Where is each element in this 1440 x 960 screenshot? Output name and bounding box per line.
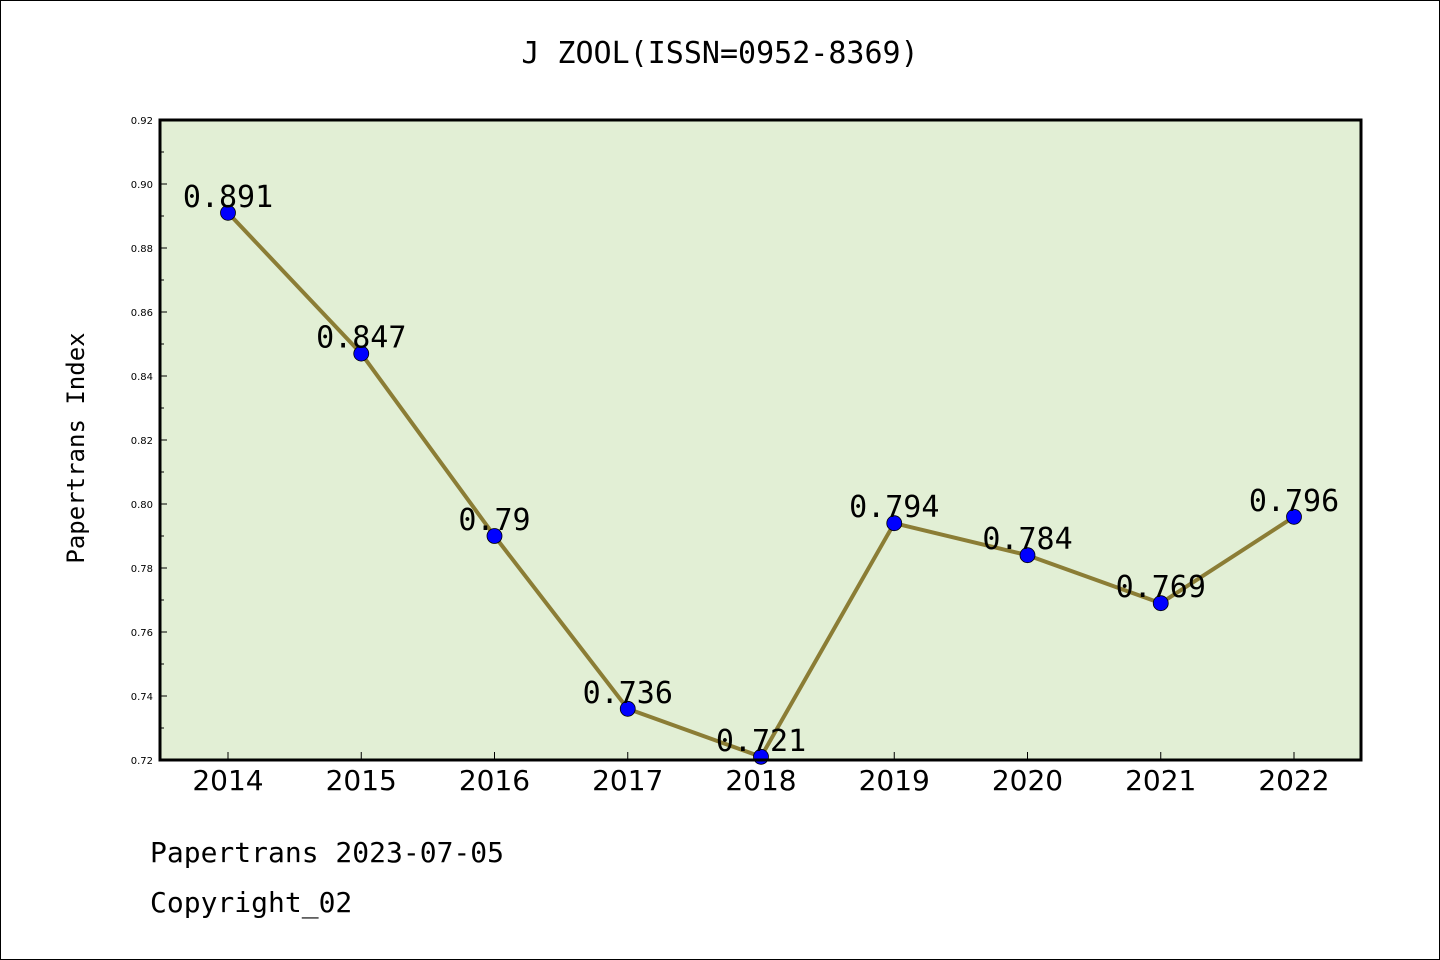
data-point: [220, 204, 236, 221]
x-tick-label: 2020: [992, 764, 1063, 797]
footer-date: Papertrans 2023-07-05: [150, 836, 505, 869]
data-point: [353, 345, 370, 362]
data-label: 0.796: [1249, 484, 1339, 519]
data-label: 0.769: [1116, 570, 1206, 605]
chart-title: J ZOOL(ISSN=0952-8369): [521, 36, 919, 71]
x-tick-label: 2016: [459, 764, 530, 797]
x-tick-label: 2014: [192, 764, 263, 797]
data-point: [1286, 508, 1302, 525]
data-label: 0.847: [316, 321, 406, 356]
data-point: [886, 515, 903, 532]
y-tick-label: 0.72: [131, 756, 153, 767]
x-tick-label: 2018: [725, 764, 796, 797]
y-tick-label: 0.92: [131, 116, 153, 127]
x-tick-label: 2015: [326, 764, 397, 797]
data-point: [486, 528, 503, 544]
data-point: [1019, 547, 1036, 564]
y-tick-label: 0.80: [131, 500, 153, 511]
x-tick-label: 2022: [1258, 764, 1329, 797]
x-tick-label: 2021: [1125, 764, 1196, 797]
x-tick-label: 2019: [859, 764, 930, 797]
data-point: [619, 700, 636, 717]
data-label: 0.79: [458, 503, 530, 538]
data-point: [1152, 595, 1169, 612]
y-tick-label: 0.86: [131, 308, 153, 319]
plot-area: [160, 120, 1361, 760]
y-tick-label: 0.90: [131, 180, 153, 191]
y-tick-label: 0.74: [131, 692, 153, 703]
data-label: 0.784: [982, 522, 1072, 557]
y-tick-label: 0.82: [131, 436, 153, 447]
data-label: 0.736: [583, 676, 673, 711]
data-label: 0.794: [849, 490, 939, 525]
data-label: 0.891: [183, 180, 273, 215]
plot-border: [158, 118, 1363, 762]
x-tick-label: 2017: [592, 764, 663, 797]
y-tick-label: 0.84: [131, 372, 153, 383]
y-tick-label: 0.76: [131, 628, 153, 639]
y-tick-label: 0.78: [131, 564, 153, 575]
footer-copyright: Copyright_02: [150, 886, 353, 919]
data-label: 0.721: [716, 724, 806, 759]
y-tick-label: 0.88: [131, 244, 153, 255]
